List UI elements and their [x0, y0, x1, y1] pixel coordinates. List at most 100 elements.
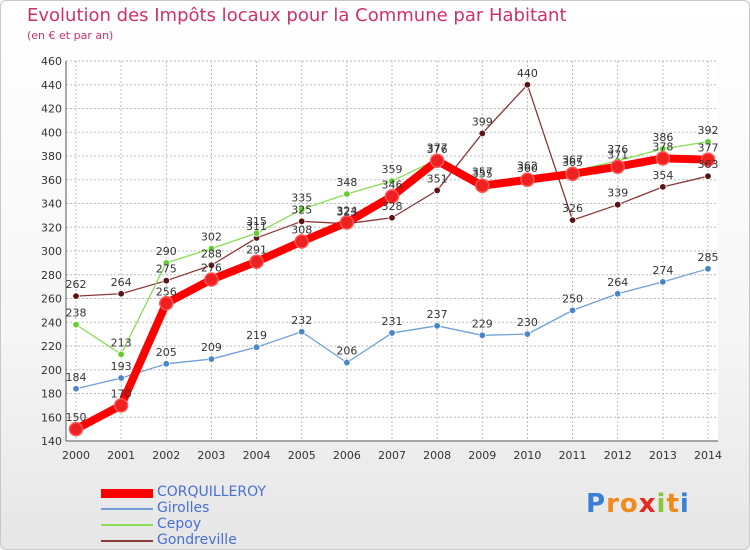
data-point-corquilleroy — [700, 152, 716, 167]
x-tick-label: 2008 — [423, 449, 451, 462]
logo-letter: r — [606, 489, 620, 519]
data-point-girolles — [117, 374, 125, 382]
legend-label: Cepoy — [157, 516, 202, 532]
data-label-cepoy: 362 — [517, 159, 538, 172]
x-tick-label: 2000 — [62, 449, 90, 462]
y-tick-label: 260 — [41, 293, 62, 306]
data-label-corquilleroy: 291 — [246, 244, 267, 257]
x-tick-label: 2014 — [694, 449, 722, 462]
data-label-cepoy: 377 — [427, 142, 448, 155]
data-point-girolles — [478, 331, 486, 340]
data-point-gondreville — [162, 276, 170, 285]
x-tick-label: 2003 — [197, 449, 225, 462]
data-label-gondreville: 262 — [66, 278, 87, 291]
data-point-girolles — [72, 385, 80, 393]
data-point-girolles — [252, 343, 261, 351]
data-point-corquilleroy — [249, 254, 264, 269]
x-tick-label: 2004 — [243, 449, 271, 462]
data-label-cepoy: 359 — [382, 163, 403, 176]
data-label-gondreville: 399 — [472, 115, 493, 128]
data-point-corquilleroy — [294, 234, 309, 249]
legend-label: Girolles — [157, 500, 210, 516]
legend-swatch — [101, 524, 153, 526]
data-label-girolles: 237 — [427, 308, 448, 321]
data-point-cepoy — [162, 259, 170, 267]
x-tick-label: 2002 — [152, 449, 180, 462]
y-tick-label: 240 — [41, 316, 62, 329]
x-tick-label: 2001 — [107, 449, 135, 462]
data-point-girolles — [523, 330, 532, 338]
data-point-cepoy — [388, 177, 396, 185]
data-label-girolles: 264 — [607, 276, 628, 289]
data-point-gondreville — [433, 186, 441, 195]
x-tick-label: 2010 — [513, 449, 541, 462]
y-tick-label: 360 — [41, 174, 62, 187]
x-tick-label: 2005 — [288, 449, 316, 462]
x-tick-label: 2013 — [649, 449, 677, 462]
data-point-corquilleroy — [339, 215, 355, 230]
data-label-corquilleroy: 378 — [652, 140, 673, 153]
data-point-cepoy — [343, 190, 351, 198]
data-point-cepoy — [72, 320, 80, 329]
data-label-cepoy: 213 — [111, 336, 132, 349]
data-point-corquilleroy — [113, 398, 129, 413]
data-label-girolles: 206 — [336, 345, 357, 358]
data-point-gondreville — [478, 129, 486, 138]
data-label-cepoy: 367 — [562, 153, 583, 166]
legend-swatch — [101, 508, 153, 510]
data-point-girolles — [614, 290, 622, 298]
data-label-girolles: 231 — [382, 315, 403, 328]
chart-subtitle: (en € et par an) — [27, 29, 114, 42]
data-point-cepoy — [117, 350, 125, 359]
x-tick-label: 2006 — [333, 449, 361, 462]
data-point-girolles — [433, 322, 441, 330]
data-label-cepoy: 348 — [336, 176, 357, 189]
data-label-girolles: 232 — [291, 314, 312, 327]
data-label-corquilleroy: 308 — [291, 224, 312, 237]
data-label-cepoy: 335 — [291, 191, 312, 204]
y-tick-label: 320 — [41, 221, 62, 234]
data-point-corquilleroy — [384, 189, 400, 204]
logo-letter: P — [586, 489, 607, 519]
data-label-cepoy: 315 — [246, 215, 267, 228]
data-point-cepoy — [252, 229, 261, 237]
data-label-corquilleroy: 256 — [156, 285, 177, 298]
data-point-corquilleroy — [429, 153, 445, 168]
legend-label: Gondreville — [157, 532, 237, 548]
data-label-cepoy: 376 — [607, 143, 628, 156]
y-tick-label: 300 — [41, 245, 62, 258]
data-point-corquilleroy — [565, 166, 580, 182]
data-label-gondreville: 440 — [517, 67, 538, 80]
data-point-corquilleroy — [610, 159, 625, 174]
data-point-girolles — [343, 358, 351, 367]
data-label-gondreville: 325 — [291, 203, 312, 216]
data-point-girolles — [704, 265, 712, 273]
data-label-cepoy: 386 — [652, 131, 673, 144]
data-label-corquilleroy: 170 — [111, 387, 132, 400]
data-label-cepoy: 392 — [698, 124, 719, 137]
y-tick-label: 200 — [41, 364, 62, 377]
logo-letter: t — [666, 489, 680, 519]
data-label-cepoy: 238 — [66, 307, 87, 320]
data-label-gondreville: 326 — [562, 202, 583, 215]
y-tick-label: 340 — [41, 198, 62, 211]
data-point-gondreville — [207, 261, 216, 269]
logo-letter: o — [619, 489, 639, 519]
legend-label: CORQUILLEROY — [157, 484, 266, 500]
y-tick-label: 380 — [41, 150, 62, 163]
data-label-corquilleroy: 346 — [382, 178, 403, 191]
data-label-corquilleroy: 276 — [201, 262, 222, 275]
data-point-corquilleroy — [204, 272, 219, 287]
data-label-girolles: 184 — [66, 371, 87, 384]
data-label-corquilleroy: 377 — [698, 142, 719, 155]
logo-letter: i — [679, 489, 690, 519]
data-label-cepoy: 302 — [201, 231, 222, 244]
data-label-girolles: 209 — [201, 341, 222, 354]
data-label-girolles: 205 — [156, 346, 177, 359]
data-label-girolles: 229 — [472, 317, 493, 330]
data-point-corquilleroy — [159, 296, 174, 311]
data-label-gondreville: 323 — [336, 206, 357, 219]
logo-letter: x — [638, 489, 657, 519]
x-tick-label: 2012 — [604, 449, 632, 462]
